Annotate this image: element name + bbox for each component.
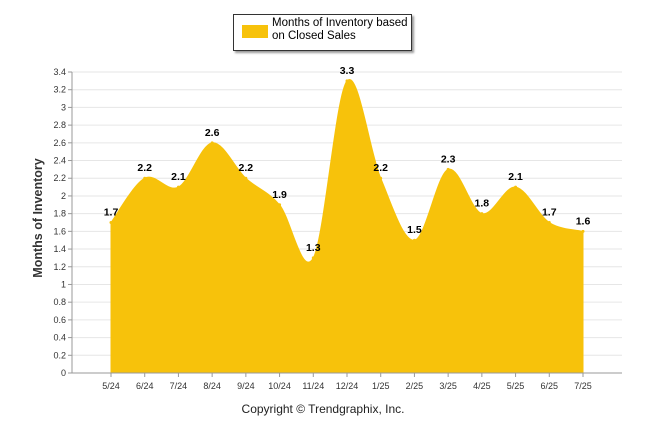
data-label: 2.6 [205,127,220,139]
x-axis: 5/24 6/24 7/24 8/24 9/24 10/24 11/24 12/24 1/25 2… [72,372,622,391]
data-point [244,176,248,180]
data-point [311,256,315,260]
x-tick-label: 6/25 [541,381,559,391]
y-tick-label: 2.4 [53,156,66,166]
series-area [109,78,585,374]
data-point [143,176,147,180]
legend[interactable]: Months of Inventory based on Closed Sale… [233,14,412,51]
data-label: 3.3 [340,65,355,77]
y-tick-label: 1.8 [53,209,66,219]
y-tick-label: 0.8 [53,297,66,307]
data-label: 1.8 [475,198,490,210]
y-tick-label: 0 [61,368,66,378]
y-tick-label: 3.2 [53,85,66,95]
x-tick-label: 12/24 [336,381,359,391]
x-tick-label: 5/24 [102,381,120,391]
x-tick-label: 11/24 [302,381,324,391]
y-axis: 0 0.2 0.4 0.6 0.8 1 1.2 1.4 1.6 1.8 2 2.2 2.4 2.6 2.8 3… [53,67,73,378]
x-tick-label: 5/25 [507,381,525,391]
y-tick-label: 2.2 [53,173,66,183]
x-tick-label: 7/25 [574,381,592,391]
y-tick-label: 0.4 [53,333,66,343]
data-point [109,221,113,224]
x-tick-label: 8/24 [203,381,221,391]
y-tick-label: 1.4 [53,244,66,254]
x-tick-label: 7/24 [170,381,188,391]
data-point [176,185,180,189]
legend-swatch [242,25,268,38]
y-tick-label: 2.6 [53,138,66,148]
x-tick-label: 6/24 [136,381,154,391]
y-tick-label: 0.2 [53,350,66,360]
y-tick-label: 1.2 [53,262,66,272]
y-tick-label: 1.6 [53,226,66,236]
data-label: 2.3 [441,153,456,165]
data-point [278,203,282,207]
data-point [210,141,214,145]
data-label: 2.2 [239,162,254,174]
series-area-path [110,78,584,374]
data-label: 1.9 [272,189,287,201]
data-label: 1.6 [576,215,591,227]
x-tick-label: 3/25 [439,381,457,391]
y-tick-label: 3 [61,102,66,112]
data-label: 1.7 [104,207,119,219]
data-point [345,79,349,83]
x-tick-label: 10/24 [268,381,291,391]
data-point [379,176,383,180]
data-label: 1.5 [407,224,422,236]
data-label: 2.2 [373,162,388,174]
y-axis-title: Months of Inventory [31,158,45,277]
data-labels: 1.7 2.2 2.1 2.6 2.2 1.9 1.3 3.3 2.2 1.5 2.3 1.8 2.1 1… [104,65,591,254]
y-tick-label: 2.8 [53,120,66,130]
x-tick-label: 2/25 [406,381,424,391]
data-label: 1.3 [306,242,321,254]
copyright-text: Copyright © Trendgraphix, Inc. [241,402,405,416]
data-point [446,167,450,171]
y-tick-label: 3.4 [53,67,66,77]
x-tick-label: 4/25 [473,381,491,391]
data-point [581,229,585,233]
data-label: 1.7 [542,207,557,219]
data-point [412,238,416,242]
legend-label: Months of Inventory based on Closed Sale… [272,17,408,42]
data-point [514,185,518,189]
y-tick-label: 1 [61,279,66,289]
data-label: 2.1 [508,171,523,183]
data-point [547,221,551,224]
x-tick-label: 9/24 [237,381,255,391]
data-label: 2.1 [171,171,186,183]
data-point [480,212,484,216]
data-label: 2.2 [137,162,152,174]
x-tick-label: 1/25 [372,381,390,391]
y-tick-label: 2 [61,191,66,201]
y-tick-label: 0.6 [53,315,66,325]
